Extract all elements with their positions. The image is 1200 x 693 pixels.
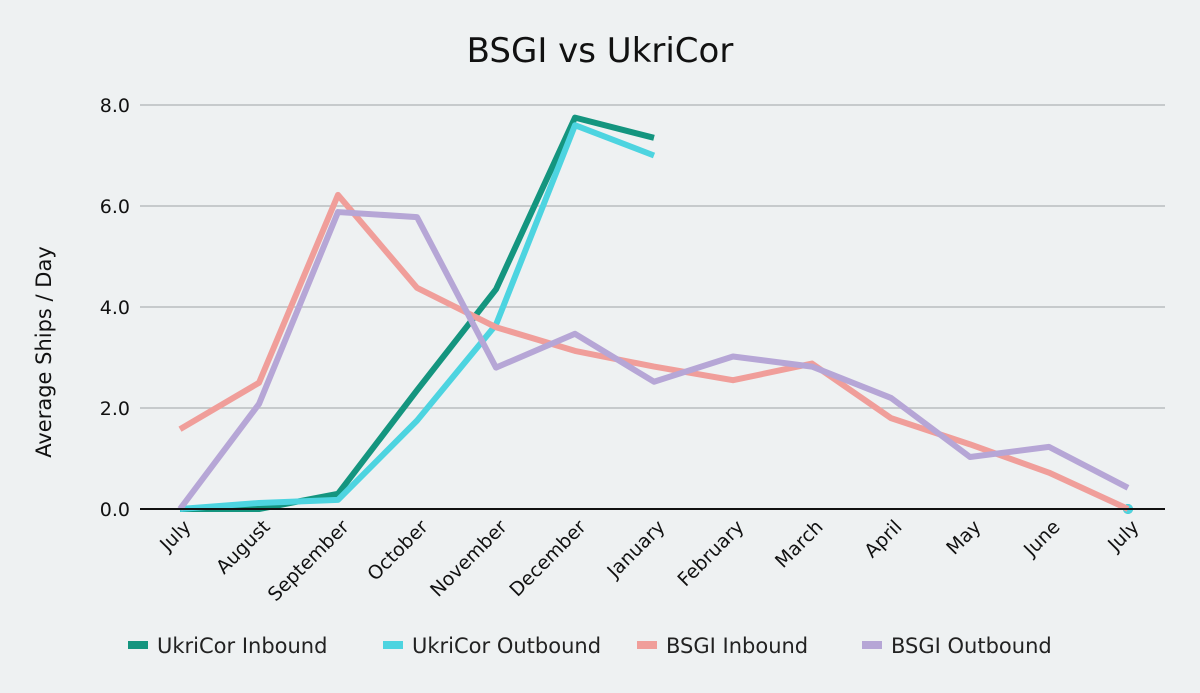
x-tick-label: January — [602, 516, 669, 583]
legend-item: BSGI Outbound — [862, 634, 1052, 658]
grid-layer — [140, 104, 1165, 409]
legend: UkriCor Inbound UkriCor Outbound BSGI Inbo… — [128, 634, 1052, 658]
series-line — [179, 122, 656, 512]
series-bsgi-inbound — [178, 191, 1130, 512]
series-layer — [177, 114, 1133, 514]
x-tick-label: April — [860, 516, 906, 562]
series-bsgi-outbound — [177, 209, 1130, 511]
y-tick-labels: 0.0 2.0 4.0 6.0 8.0 — [100, 95, 130, 521]
x-tick-label: August — [212, 516, 275, 579]
x-tick-label: February — [673, 516, 748, 591]
x-tick-label: October — [363, 516, 432, 585]
series-line — [177, 209, 1130, 511]
legend-swatch — [637, 641, 657, 649]
x-tick-label: July — [1103, 516, 1143, 556]
y-tick-label: 6.0 — [100, 196, 130, 218]
y-axis-label: Average Ships / Day — [32, 246, 56, 458]
x-tick-label: September — [264, 516, 354, 606]
legend-label: BSGI Outbound — [891, 634, 1052, 658]
x-tick-label: May — [942, 516, 985, 559]
chart-title: BSGI vs UkriCor — [467, 31, 734, 71]
series-line — [180, 114, 655, 512]
legend-label: UkriCor Outbound — [412, 634, 601, 658]
x-tick-label: June — [1019, 516, 1065, 562]
x-tick-label: March — [771, 516, 828, 573]
legend-swatch — [862, 641, 882, 649]
x-tick-label: December — [505, 516, 590, 601]
x-tick-label: July — [155, 516, 195, 556]
legend-label: UkriCor Inbound — [157, 634, 327, 658]
legend-label: BSGI Inbound — [666, 634, 808, 658]
legend-item: BSGI Inbound — [637, 634, 808, 658]
legend-item: UkriCor Outbound — [383, 634, 601, 658]
y-tick-label: 8.0 — [100, 95, 130, 117]
legend-item: UkriCor Inbound — [128, 634, 327, 658]
y-tick-label: 2.0 — [100, 398, 130, 420]
legend-swatch — [128, 641, 148, 649]
legend-swatch — [383, 641, 403, 649]
y-tick-label: 0.0 — [100, 499, 130, 521]
y-tick-label: 4.0 — [100, 297, 130, 319]
x-tick-label: November — [426, 516, 512, 602]
series-line — [178, 191, 1130, 512]
